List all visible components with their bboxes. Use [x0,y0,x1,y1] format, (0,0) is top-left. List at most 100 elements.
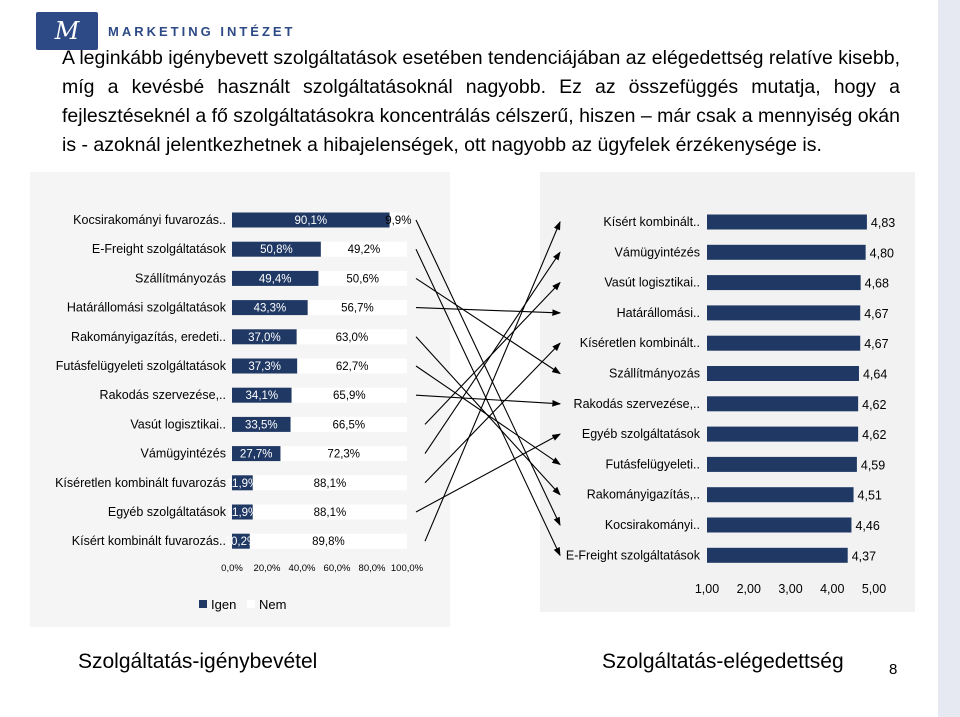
igen-bar [232,358,298,374]
igen-data-label: 27,7% [240,449,273,461]
satisfaction-data-label: 4,37 [852,549,876,563]
connector-arrow [424,342,561,484]
connector-arrow [415,394,562,407]
connector-arrow [415,307,562,316]
usage-category-label: Vasút logisztikai.. [130,417,226,431]
usage-category-label: Kíséretlen kombinált fuvarozás [55,476,226,490]
igen-data-label: 50,8% [260,244,293,256]
connector-arrow [424,220,561,542]
nem-bar [320,241,407,257]
nem-bar [280,446,407,462]
satisfaction-data-label: 4,68 [865,277,889,291]
igen-bar [232,270,319,286]
usage-x-tick: 20,0% [254,563,281,574]
igen-data-label: 33,5% [245,419,278,431]
page-number: 8 [889,661,898,678]
satisfaction-bar [707,456,857,472]
usage-category-label: Kísért kombinált fuvarozás.. [72,534,226,548]
legend-nem-label: Nem [259,597,286,612]
right-edge-stripe [938,0,960,717]
satisfaction-data-label: 4,46 [855,519,879,533]
logo-mark: M [36,12,98,50]
logo: M MARKETING INTÉZET [36,12,296,50]
connector-arrow [415,365,561,466]
nem-data-label: 62,7% [336,361,369,373]
satisfaction-x-tick: 2,00 [737,582,761,596]
usage-category-label: Határállomási szolgáltatások [67,301,227,315]
satisfaction-data-label: 4,62 [862,428,886,442]
satisfaction-x-tick: 1,00 [695,582,719,596]
nem-bar [291,387,407,403]
nem-data-label: 50,6% [346,273,379,285]
connector-arrow [415,433,561,513]
nem-bar [296,329,407,345]
nem-bar [389,212,407,228]
nem-bar [307,300,407,316]
usage-category-label: Kocsirakományi fuvarozás.. [73,213,226,227]
usage-category-label: Vámügyintézés [141,447,226,461]
satisfaction-data-label: 4,51 [858,489,882,503]
satisfaction-data-label: 4,80 [870,246,894,260]
legend-nem-swatch [247,600,255,608]
igen-bar [232,416,291,432]
connector-arrow [415,219,561,526]
caption-usage: Szolgáltatás-igénybevétel [78,650,318,673]
igen-bar [232,241,321,257]
satisfaction-data-label: 4,67 [864,307,888,321]
satisfaction-bar [707,547,848,563]
satisfaction-data-label: 4,62 [862,398,886,412]
satisfaction-category-label: Vámügyintézés [615,245,700,259]
igen-bar [232,387,292,403]
satisfaction-category-label: Kísért kombinált.. [603,215,700,229]
igen-data-label: 34,1% [246,390,279,402]
usage-x-tick: 100,0% [391,563,424,574]
igen-bar [232,504,253,520]
nem-data-label: 9,9% [385,215,411,227]
nem-data-label: 72,3% [327,449,360,461]
igen-data-label: 37,3% [248,361,281,373]
satisfaction-category-label: Szállítmányozás [609,367,700,381]
usage-category-label: E-Freight szolgáltatások [92,242,227,256]
igen-bar [232,329,297,345]
usage-category-label: Egyéb szolgáltatások [108,505,227,519]
igen-data-label: 10,2% [225,536,258,548]
nem-data-label: 89,8% [312,536,345,548]
igen-data-label: 49,4% [259,273,292,285]
nem-bar [318,270,407,286]
satisfaction-data-label: 4,64 [863,368,887,382]
usage-category-label: Rakományigazítás, eredeti.. [71,330,226,344]
nem-data-label: 65,9% [333,390,366,402]
satisfaction-category-label: Egyéb szolgáltatások [582,427,701,441]
igen-bar [232,300,308,316]
nem-bar [249,533,407,549]
usage-x-tick: 40,0% [289,563,316,574]
nem-bar [252,504,407,520]
usage-category-label: Rakodás szervezése,.. [100,388,226,402]
satisfaction-data-label: 4,67 [864,337,888,351]
igen-bar [232,212,390,228]
satisfaction-category-label: Rakodás szervezése,.. [574,397,700,411]
usage-x-tick: 60,0% [324,563,351,574]
logo-text: MARKETING INTÉZET [108,23,296,39]
legend-igen-label: Igen [211,597,236,612]
igen-data-label: 90,1% [295,215,328,227]
satisfaction-bar [707,335,861,351]
satisfaction-bar [707,517,852,533]
satisfaction-bar [707,396,859,412]
satisfaction-category-label: E-Freight szolgáltatások [566,548,701,562]
nem-data-label: 63,0% [336,332,369,344]
intro-paragraph: A leginkább igénybevett szolgáltatások e… [62,47,901,156]
satisfaction-category-label: Határállomási.. [617,306,700,320]
nem-data-label: 88,1% [314,507,347,519]
satisfaction-bar [707,275,861,291]
satisfaction-category-label: Vasút logisztikai.. [604,276,700,290]
igen-bar [232,533,250,549]
satisfaction-bar [707,214,867,230]
nem-bar [252,475,407,491]
satisfaction-bar [707,366,859,381]
satisfaction-bar [707,244,866,260]
usage-x-tick: 80,0% [359,563,386,574]
satisfaction-x-tick: 4,00 [820,582,844,596]
usage-category-label: Futásfelügyeleti szolgáltatások [56,359,227,373]
